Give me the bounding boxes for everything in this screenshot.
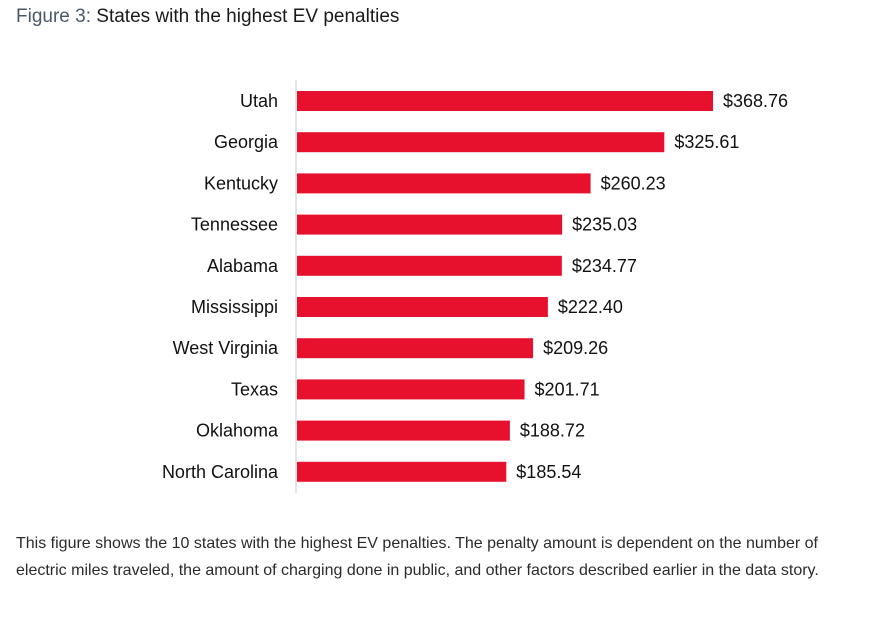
data-label: $188.72 — [520, 421, 585, 441]
category-label: North Carolina — [162, 462, 279, 482]
bar — [297, 297, 548, 317]
figure-caption: This figure shows the 10 states with the… — [16, 535, 819, 579]
data-label: $260.23 — [601, 173, 666, 193]
category-label: Utah — [240, 91, 278, 111]
bar — [297, 420, 510, 441]
category-label: Texas — [231, 379, 278, 399]
category-label: Georgia — [214, 132, 279, 152]
bar — [297, 173, 591, 194]
data-label: $368.76 — [723, 91, 788, 111]
data-label: $235.03 — [572, 215, 637, 235]
category-label: Alabama — [207, 256, 279, 276]
data-label: $222.40 — [558, 297, 623, 317]
bar — [297, 255, 562, 276]
figure-title: Figure 3: States with the highest EV pen… — [16, 5, 399, 29]
category-label: Tennessee — [191, 215, 278, 235]
data-label: $185.54 — [516, 462, 581, 482]
category-label: Kentucky — [204, 173, 278, 193]
bar — [297, 91, 713, 111]
category-label: Oklahoma — [196, 421, 279, 441]
bar — [297, 214, 563, 235]
chart-title: States with the highest EV penalties — [96, 6, 400, 27]
bar — [297, 338, 534, 359]
figure-number: Figure 3: — [16, 6, 91, 27]
bar — [297, 461, 507, 482]
bar-chart: Utah $368.76 Georgia $325.61 Kentucky $260.23… — [162, 80, 788, 493]
bar — [297, 379, 525, 400]
bar — [297, 132, 665, 153]
data-label: $201.71 — [535, 379, 600, 399]
data-label: $209.26 — [543, 338, 608, 358]
data-label: $325.61 — [674, 132, 739, 152]
category-label: Mississippi — [191, 297, 278, 317]
data-label: $234.77 — [572, 256, 637, 276]
category-label: West Virginia — [173, 338, 279, 358]
